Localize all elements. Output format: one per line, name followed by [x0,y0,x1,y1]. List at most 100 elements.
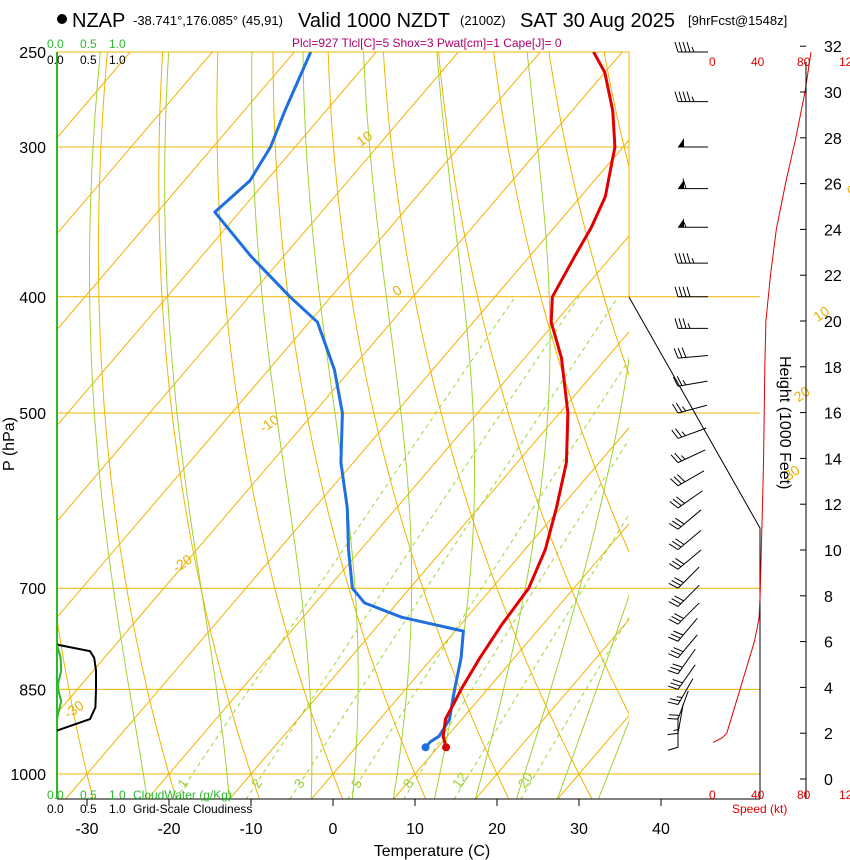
wind-barb-flag [677,347,683,358]
wind-barb-flag [676,474,686,483]
cloud-scale-bottom: 0.0 0.5 1.0 CloudWater (g/Kg) 0.0 0.5 1.… [47,788,252,816]
pressure-label-300: 300 [19,140,46,157]
wind-barb-25 [667,678,694,705]
wind-barb-flag [675,402,683,413]
wind-barb-flag [673,348,679,359]
mixing-ratio-label-6: 20 [514,769,536,791]
wind-barb-flag [673,476,682,485]
speed-tick-top-3: 12 [839,55,850,69]
temp-label--10: -10 [239,821,262,838]
wind-barb-3 [678,178,708,190]
wind-barb-half [687,323,691,329]
temperature-line [441,52,617,748]
cloud-water-scale-bottom-0: 0.0 [47,788,64,802]
wind-barb-flag [674,91,679,102]
mixing-ratio-line-12 [453,513,629,799]
wind-barb-12 [670,449,706,464]
temp-label-20: 20 [488,821,506,838]
wind-barb-flag [668,523,679,530]
valid-time: Valid 1000 NZDT [298,10,450,32]
wind-barb-flag [671,598,682,605]
wind-barb-shaft [677,380,708,387]
wind-barb-flag [678,286,683,297]
wind-barb-shaft [677,470,705,487]
height-axis-label: Height (1000 Feet) [776,356,793,489]
height-speed-curve [712,52,812,743]
cloud-water-profile [56,644,63,720]
wind-barb-1 [674,91,708,103]
moist-adiabats [89,52,629,799]
temp-label-10: 10 [406,821,424,838]
dry-adiabat--40 [0,31,10,800]
mixing-ratio-line-8 [403,438,629,799]
temp-label-40: 40 [652,821,670,838]
cloudiness-scale-top-0: 0.0 [47,53,64,67]
wind-barb-24 [667,664,696,690]
mixing-ratio-label-3: 5 [348,775,366,791]
wind-barb-flag [667,685,679,690]
height-label-24: 24 [824,222,842,239]
isotherm--90 [57,52,213,235]
isotherm-0 [310,427,629,799]
wind-barb-flag [674,577,684,584]
wind-barb-flag [672,498,682,507]
wind-barb-flag [686,41,691,53]
height-label-8: 8 [824,589,833,606]
wind-barb-flag [678,318,683,329]
wind-barb-half [683,222,687,228]
wind-barb-flag [674,452,682,462]
wind-barb-flag [674,41,679,53]
speed-tick-top-1: 40 [751,55,765,69]
pressure-label-700: 700 [19,581,46,598]
wind-barb-flag [674,253,679,264]
wind-barb-flag [672,520,682,528]
dry-adiabat--10 [158,52,260,799]
cloud-water-scale-bottom-1: 0.5 [80,788,97,802]
wind-barb-flag [668,636,679,642]
isotherm-label-3: -20 [169,551,195,576]
wind-barb-shaft [677,529,702,551]
height-label-4: 4 [824,680,833,697]
moist-adiabat--10 [164,52,230,799]
wind-barb-9 [672,376,708,387]
cloudiness-scale-bottom-1: 0.5 [80,802,97,816]
wind-barb-shaft [677,584,700,607]
height-label-10: 10 [824,543,842,560]
wind-barb-shaft [677,678,694,705]
wind-barb-flag [686,91,691,102]
wind-barb-shaft [677,602,700,625]
wind-barb-21 [668,617,698,642]
wind-barb-flag [670,650,681,656]
wind-barb-flag [682,286,687,297]
mixing-ratio-lines [175,296,629,799]
wind-barb-flag [668,563,679,570]
dry-adiabat--30 [57,615,94,799]
isotherm--10 [228,331,629,799]
dewpoint-line [213,52,465,749]
dewpoint-surface-marker [421,743,430,752]
wind-barb-flag [672,376,679,387]
wind-barb-flag [670,633,681,639]
isotherm--20 [146,235,629,799]
height-label-18: 18 [824,360,842,377]
moist-adiabat-0 [251,52,313,799]
isotherm-label-5: 0 [844,181,850,199]
height-label-16: 16 [824,406,842,423]
cloudiness-profile [56,643,97,732]
moist-adiabat--20 [89,52,148,799]
wind-barb-flag [669,698,681,702]
wind-barb-flag [676,496,685,504]
wind-barb-flag [682,91,687,102]
pressure-label-1000: 1000 [10,767,46,784]
speed-tick-bottom-2: 80 [797,788,811,802]
wind-barb-pennant [678,137,684,147]
isotherms [57,52,629,799]
isotherm--80 [57,52,295,331]
cloudiness-scale-top-1: 0.5 [80,53,97,67]
cloud-scale-top: 0.0 0.5 1.0 0.0 0.5 1.0 [47,37,126,67]
mixing-ratio-line-3 [289,296,619,799]
wind-barb-flag [668,653,679,659]
wind-barb-flag [671,580,682,586]
wind-barb-26 [667,690,689,720]
wind-barb-half [691,96,695,102]
